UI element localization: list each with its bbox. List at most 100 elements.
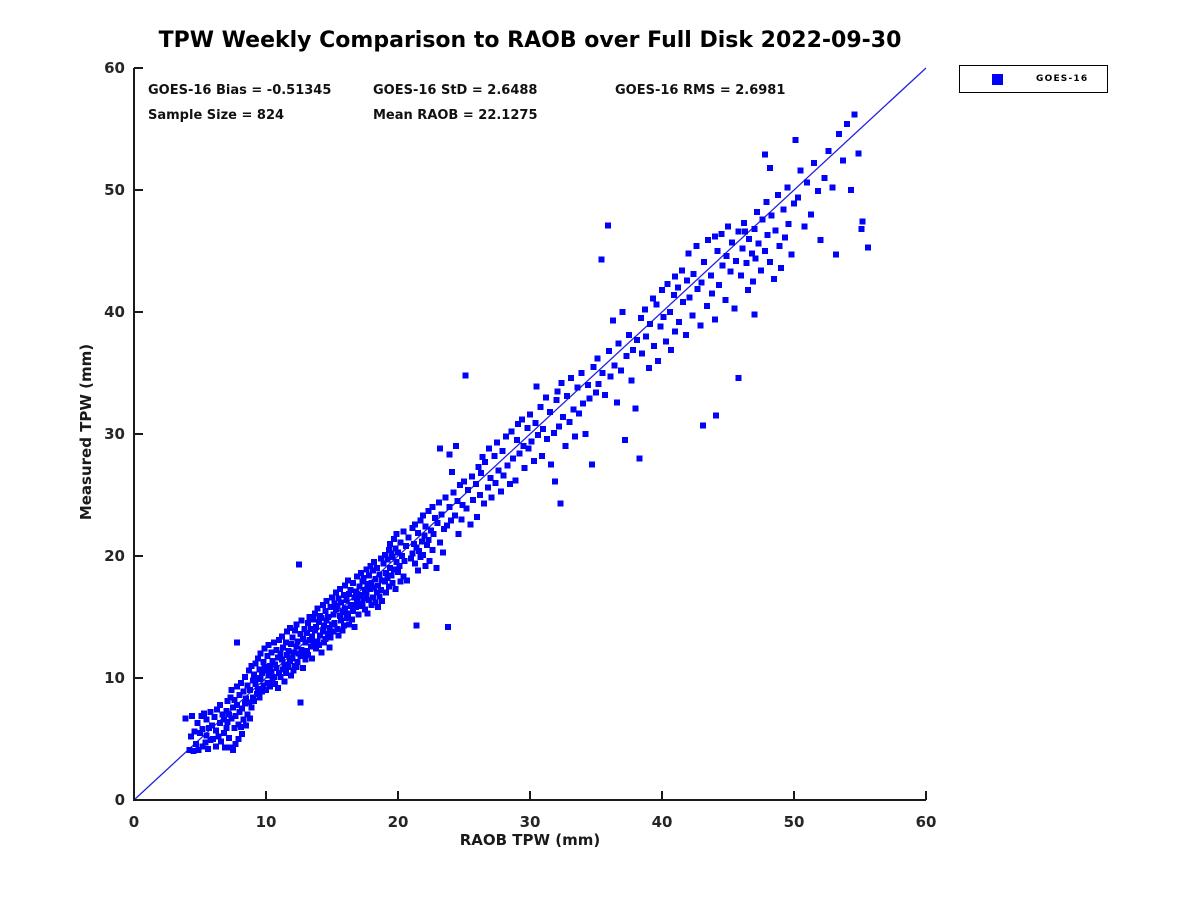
data-point [751, 226, 758, 233]
data-point [194, 720, 201, 727]
data-point [430, 531, 437, 538]
data-point [579, 400, 586, 407]
data-point [776, 243, 783, 250]
data-point [224, 698, 231, 705]
data-point [182, 715, 189, 722]
data-point [571, 433, 578, 440]
data-point [393, 531, 400, 538]
data-point [743, 260, 750, 267]
data-point [410, 540, 417, 547]
data-point [216, 701, 223, 708]
data-point [222, 744, 229, 751]
data-point [641, 306, 648, 313]
data-point [829, 184, 836, 191]
data-point [527, 411, 533, 418]
data-point [388, 550, 395, 557]
data-point [309, 633, 316, 640]
data-point [735, 374, 742, 381]
data-point [371, 559, 378, 566]
data-point [512, 477, 519, 484]
data-point [788, 251, 795, 258]
data-point [293, 621, 300, 628]
data-point [534, 432, 541, 439]
data-point [833, 251, 840, 258]
data-point [537, 404, 544, 411]
data-point [358, 592, 365, 599]
data-point [231, 725, 238, 732]
data-point [759, 216, 766, 223]
data-point [578, 370, 585, 376]
data-point [685, 250, 692, 257]
data-point [674, 284, 681, 291]
data-point [562, 443, 569, 450]
data-point [375, 582, 382, 589]
data-point [335, 632, 342, 639]
data-point [391, 535, 398, 542]
y-tick-label: 40 [104, 303, 125, 321]
data-point [744, 287, 751, 294]
y-tick-label: 0 [115, 791, 125, 809]
data-point [528, 438, 535, 445]
data-point [239, 705, 246, 712]
data-point [405, 534, 412, 541]
data-point [239, 731, 246, 738]
data-point [373, 565, 380, 572]
data-point [552, 478, 559, 485]
data-point [347, 587, 354, 594]
data-point [619, 309, 626, 315]
data-point [282, 670, 289, 677]
data-point [348, 616, 355, 623]
data-point [437, 445, 444, 452]
data-point [306, 614, 313, 620]
data-point [334, 603, 341, 610]
data-point [751, 311, 758, 318]
data-point [298, 617, 305, 624]
data-point [395, 549, 401, 556]
data-point [211, 714, 218, 721]
data-point [249, 677, 256, 684]
data-point [302, 639, 309, 646]
data-point [280, 666, 287, 673]
data-point [318, 649, 325, 656]
data-point [574, 384, 581, 391]
data-point [315, 642, 322, 649]
x-tick-label: 0 [129, 813, 139, 831]
data-point [556, 423, 563, 430]
data-point [298, 646, 305, 653]
data-point [244, 682, 251, 689]
data-point [251, 698, 258, 705]
data-point [371, 584, 378, 591]
data-point [491, 452, 498, 459]
data-point [686, 294, 693, 301]
data-point [709, 290, 716, 297]
data-point [368, 601, 375, 608]
data-point [186, 746, 193, 753]
data-point [467, 521, 474, 528]
data-point [437, 539, 444, 546]
data-point [585, 382, 592, 389]
data-point [666, 309, 673, 315]
data-point [219, 711, 226, 718]
data-point [739, 245, 746, 252]
data-point [240, 688, 247, 695]
data-point [307, 643, 314, 650]
data-point [664, 280, 671, 287]
data-point [233, 701, 240, 708]
data-point [817, 237, 824, 244]
data-point [249, 694, 256, 701]
data-point [364, 610, 371, 617]
data-point [453, 443, 460, 450]
data-point [843, 121, 850, 128]
data-point [859, 218, 866, 225]
data-point [323, 598, 330, 605]
data-point [294, 638, 301, 645]
data-point [309, 655, 316, 662]
data-point [508, 428, 515, 435]
data-point [322, 635, 329, 642]
data-point [266, 662, 273, 669]
data-point [682, 332, 689, 339]
data-point [276, 670, 283, 677]
data-point [470, 496, 477, 503]
data-point [711, 316, 718, 323]
